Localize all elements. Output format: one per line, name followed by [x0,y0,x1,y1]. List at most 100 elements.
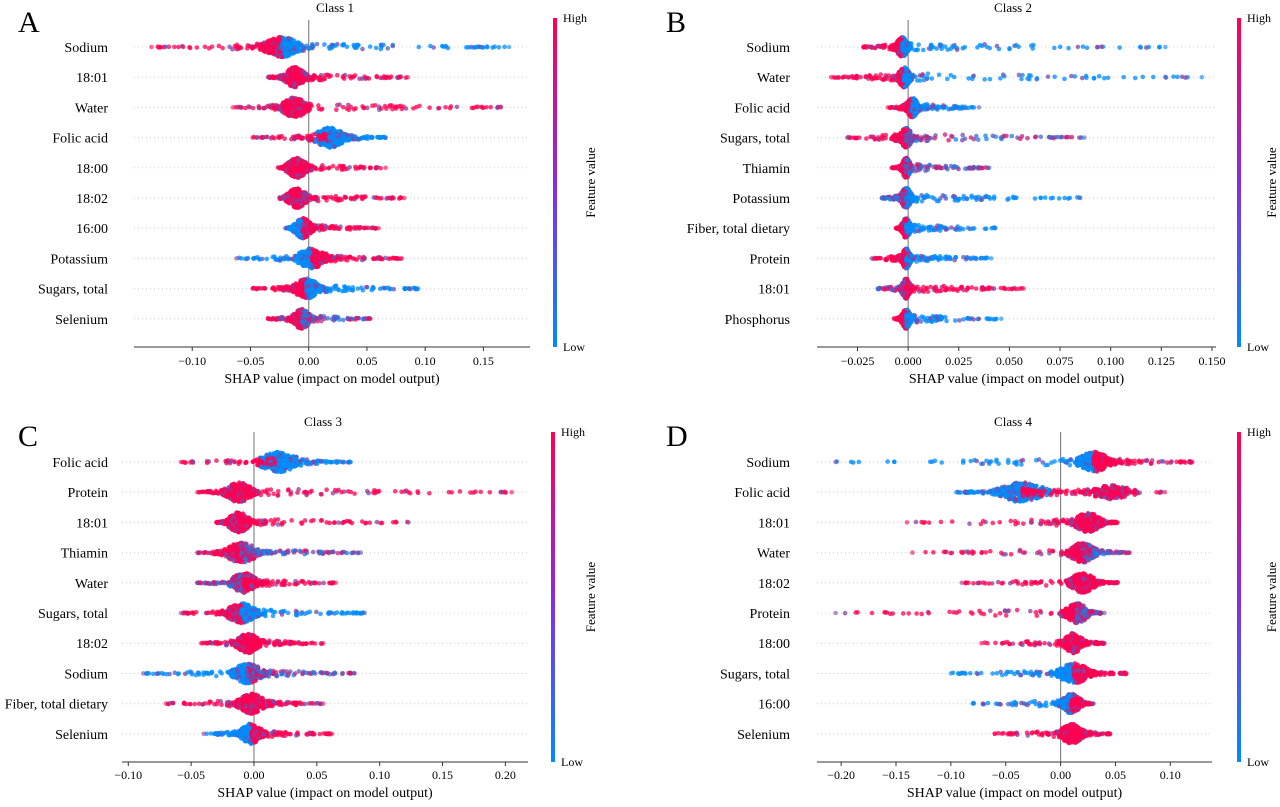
feature-dots [251,276,421,300]
shap-point [310,132,315,137]
shap-point [251,106,256,111]
shap-point [342,167,347,172]
feature-dots [234,246,404,270]
feature-label: Sodium [64,41,108,56]
shap-point [316,133,321,138]
shap-point [293,108,298,113]
shap-point [328,144,333,149]
shap-point [368,44,373,49]
shap-point [331,133,336,138]
shap-point [256,104,261,109]
shap-point [480,45,485,50]
shap-point [258,47,263,52]
shap-point [298,163,303,168]
shap-point [251,135,256,140]
shap-point [390,44,395,49]
shap-point [334,224,339,229]
shap-point [327,165,332,170]
shap-point [327,258,332,263]
shap-point [234,256,239,261]
shap-point [310,43,315,48]
shap-point [310,168,315,173]
feature-label: Folic acid [52,132,108,147]
shap-point [479,105,484,110]
shap-point [383,166,388,171]
shap-point [298,195,303,200]
shap-point [360,104,365,109]
shap-point [323,256,328,261]
shap-point [402,196,407,201]
shap-point [296,157,301,162]
shap-point [270,135,275,140]
shap-point [329,43,334,48]
shap-point [326,127,331,132]
shap-point [281,166,286,171]
shap-point [292,114,297,119]
shap-point [264,45,269,50]
shap-point [149,45,154,50]
feature-dots [283,216,381,240]
shap-point [405,75,410,80]
shap-point [397,196,402,201]
shap-point [203,45,208,50]
feature-dots [277,186,406,210]
shap-point [502,45,507,50]
shap-point [358,165,363,170]
shap-point [235,43,240,48]
shap-point [353,195,358,200]
shap-point [288,83,293,88]
feature-dots [251,126,388,150]
shap-point [437,106,442,111]
shap-point [286,113,291,118]
shap-point [283,226,288,231]
shap-point [296,228,301,233]
shap-point [297,41,302,46]
shap-point [342,76,347,81]
shap-point [158,45,163,50]
shap-point [366,226,371,231]
shap-point [355,43,360,48]
shap-point [309,228,314,233]
shap-point [328,139,333,144]
shap-point [281,256,286,261]
shap-point [265,40,270,45]
shap-point [342,42,347,47]
shap-point [318,225,323,230]
shap-point [414,105,419,110]
shap-point [416,45,421,50]
shap-point [279,134,284,139]
shap-point [304,164,309,169]
shap-point [440,44,445,49]
shap-point [448,106,453,111]
shap-point [207,46,212,51]
shap-point [376,226,381,231]
shap-point [301,223,306,228]
shap-point [349,76,354,81]
shap-point [303,46,308,51]
shap-point [332,144,337,149]
shap-point [340,136,345,141]
shap-point [373,103,378,108]
shap-point [297,103,302,108]
shap-point [431,45,436,50]
shap-point [368,166,373,171]
shap-point [284,98,289,103]
shap-point [286,36,291,41]
shap-point [264,257,269,262]
shap-point [365,106,370,111]
shap-point [367,76,372,81]
shap-point [316,264,321,269]
shap-point [258,43,263,48]
shap-point [303,72,308,77]
shap-point [286,194,291,199]
shap-point [345,227,350,232]
shap-point [357,255,362,260]
shap-point [297,68,302,73]
shap-point [347,165,352,170]
figure: AClass 1Sodium18:01WaterFolic acid18:001… [0,0,1280,802]
shap-point [296,204,301,209]
shap-point [371,226,376,231]
shap-point [304,259,309,264]
shap-point [286,53,291,58]
shap-point [231,105,236,110]
